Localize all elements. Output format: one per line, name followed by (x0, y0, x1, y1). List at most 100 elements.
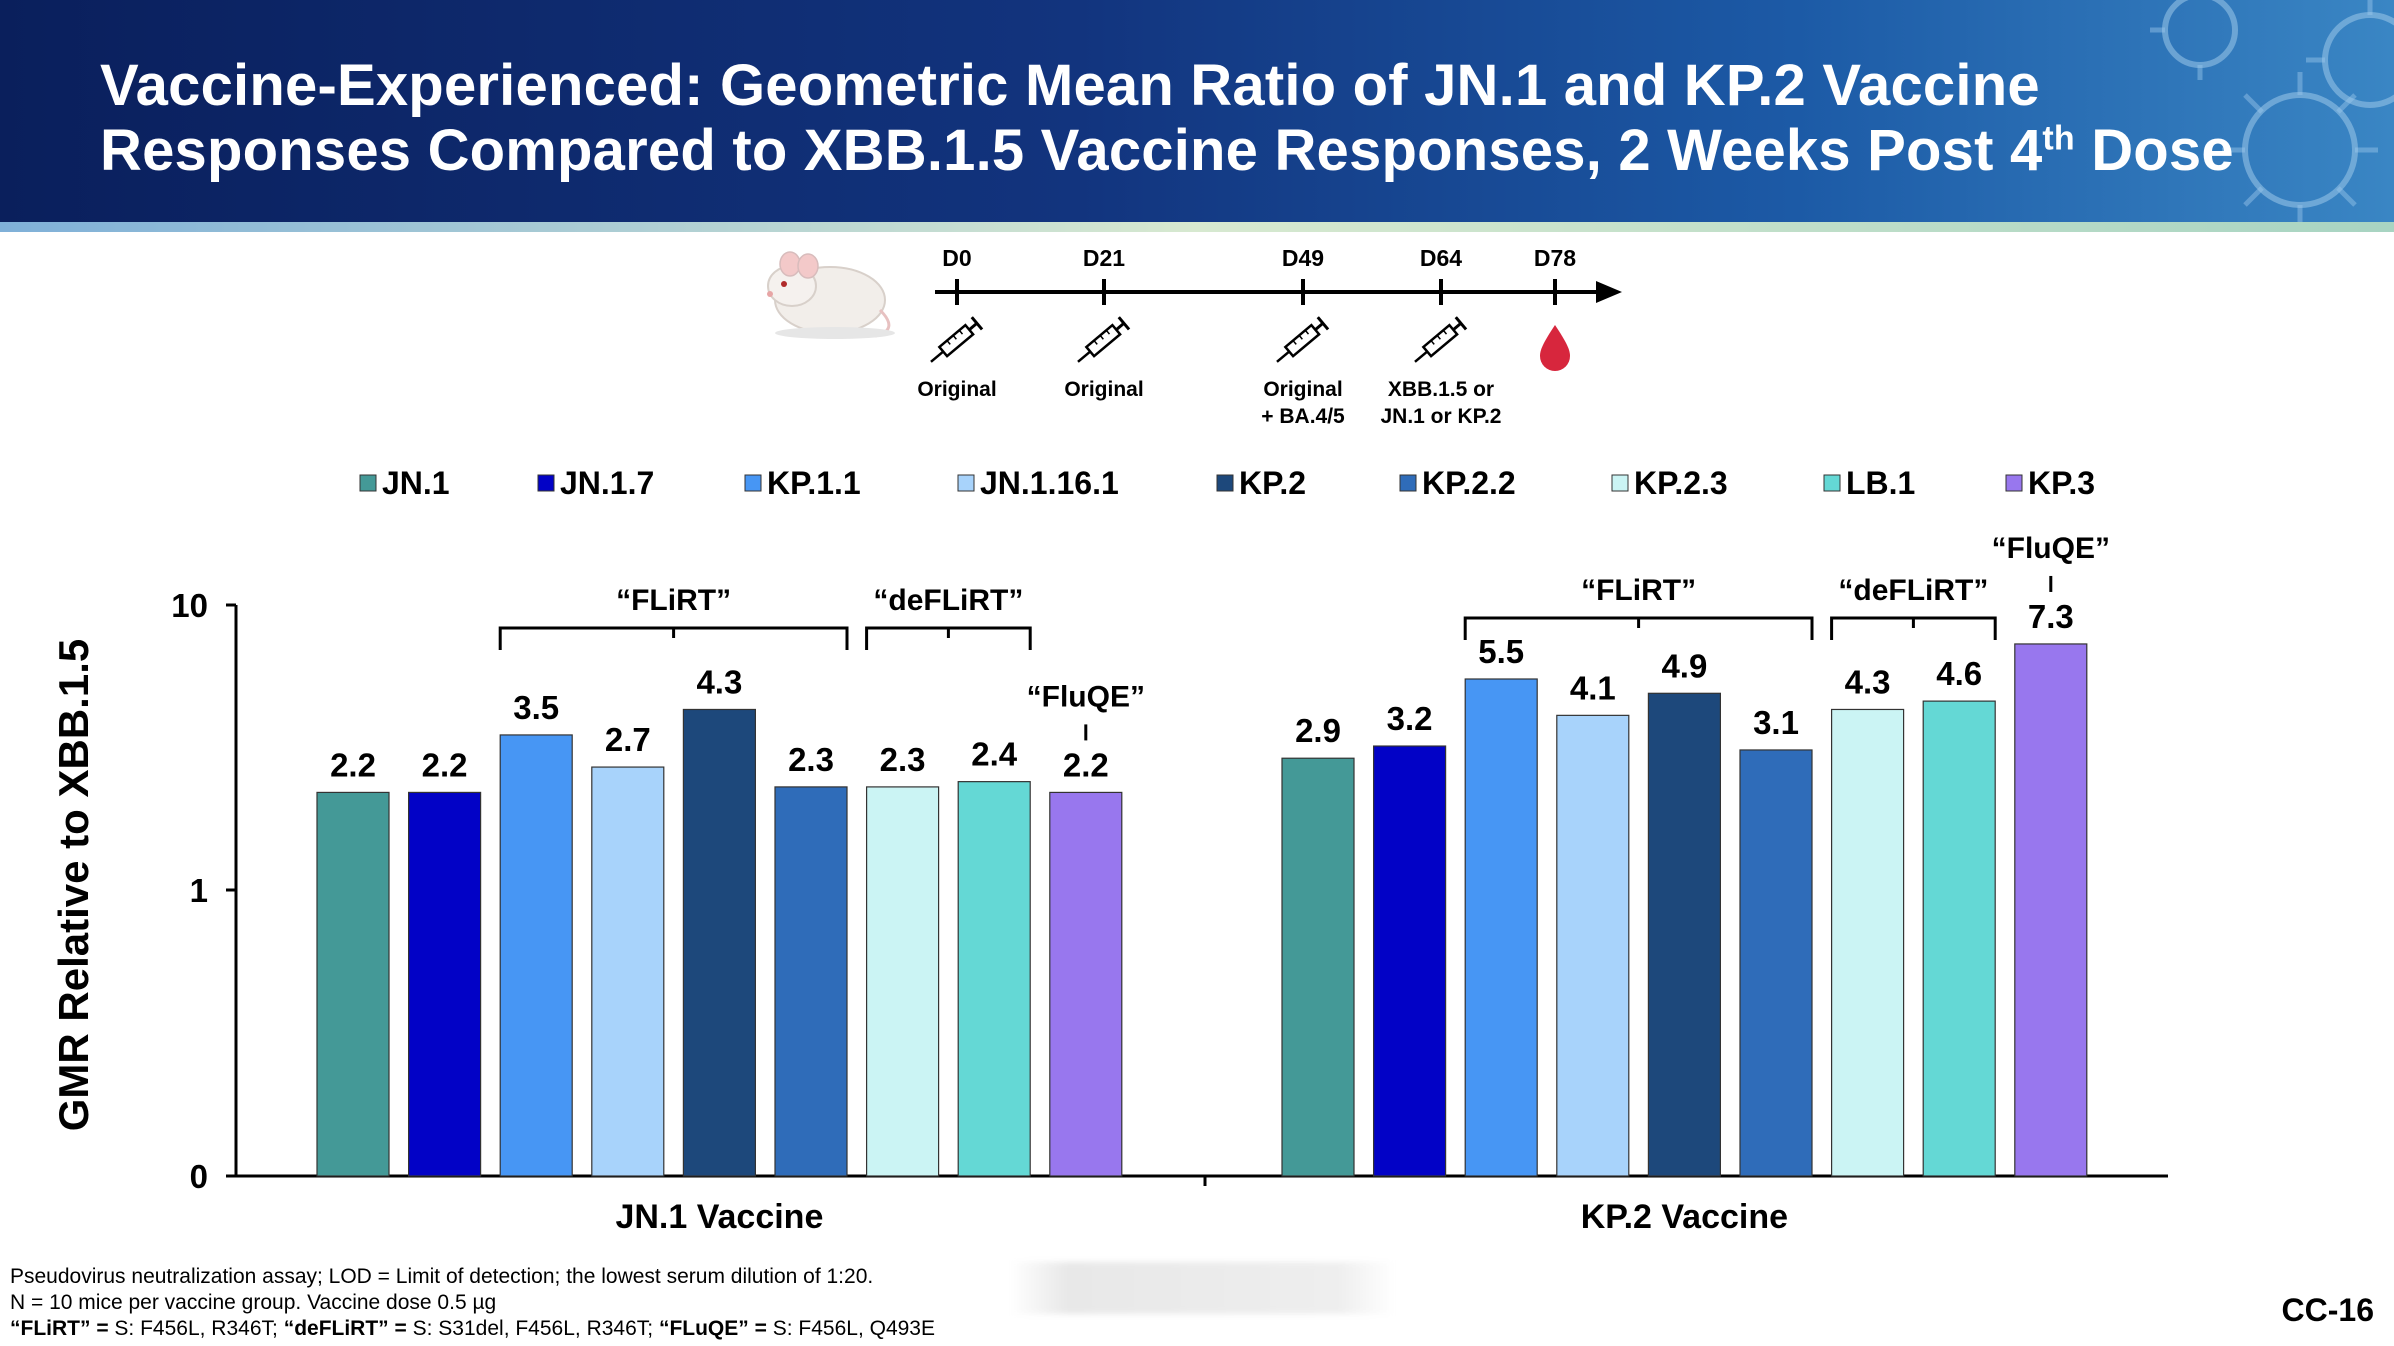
bar-value-label: 3.5 (513, 689, 559, 726)
bar (865, 786, 940, 1177)
title-superscript: th (2042, 119, 2075, 158)
bar-value-label: 2.7 (605, 721, 651, 758)
bar (957, 781, 1031, 1177)
syringe-icon (930, 316, 984, 363)
timeline-day-label: D78 (1534, 245, 1576, 271)
legend-label: JN.1.7 (560, 465, 654, 501)
bar (1556, 714, 1630, 1177)
syringe-icon (1414, 316, 1468, 363)
footnote-line-2: N = 10 mice per vaccine group. Vaccine d… (10, 1291, 497, 1314)
bar (1922, 700, 1996, 1177)
footnote-line-1: Pseudovirus neutralization assay; LOD = … (10, 1265, 874, 1288)
legend-swatch (957, 474, 975, 492)
bar (408, 791, 482, 1177)
bar (1372, 745, 1447, 1177)
x-axis-group-label: KP.2 Vaccine (1581, 1198, 1788, 1236)
slide-title-line-2: Responses Compared to XBB.1.5 Vaccine Re… (100, 117, 2234, 184)
bar (1281, 757, 1355, 1177)
title-text: Responses Compared to XBB.1.5 Vaccine Re… (100, 118, 2043, 183)
timeline-dose-label: JN.1 or KP.2 (1380, 405, 1501, 428)
legend-label: KP.2.3 (1634, 465, 1728, 501)
redacted-area (1010, 1262, 1395, 1314)
legend-swatch (537, 474, 555, 492)
bar (1049, 791, 1123, 1177)
y-axis-tick-label: 0 (190, 1158, 208, 1195)
bar (1464, 678, 1538, 1177)
bar-value-label: 4.9 (1661, 647, 1707, 684)
x-axis-group-label: JN.1 Vaccine (615, 1198, 823, 1236)
annotation-label: “FLiRT” (1581, 574, 1696, 607)
timeline-dose-label: Original (917, 378, 996, 401)
syringe-icon (1077, 316, 1131, 363)
legend-swatch (744, 474, 762, 492)
annotation-label: “deFLiRT” (873, 584, 1023, 617)
footnote-text: S: S31del, F456L, R346T; (412, 1317, 659, 1340)
title-banner: Vaccine-Experienced: Geometric Mean Rati… (0, 0, 2394, 222)
header-accent-stripe (0, 222, 2394, 232)
bar (499, 734, 573, 1177)
footnote-label: “FLuQE” = (658, 1317, 773, 1340)
bar (1647, 692, 1722, 1177)
blood-drop-icon (1540, 325, 1570, 371)
footnote-label: “deFLiRT” = (283, 1317, 413, 1340)
timeline-day-label: D64 (1420, 245, 1462, 271)
legend-swatch (1216, 474, 1234, 492)
bar-value-label: 3.2 (1387, 700, 1433, 737)
bar (316, 791, 390, 1177)
bar-value-label: 4.6 (1936, 655, 1982, 692)
bar-value-label: 4.1 (1570, 669, 1616, 706)
y-axis-tick-label: 10 (171, 587, 208, 624)
legend-label: KP.2.2 (1422, 465, 1516, 501)
bar (1830, 708, 1905, 1177)
timeline-day-label: D0 (942, 245, 971, 271)
bar-value-label: 2.2 (330, 746, 376, 783)
annotation-label: “FluQE” (1027, 680, 1145, 713)
bar (2014, 643, 2088, 1177)
y-axis-tick-label: 1 (190, 872, 208, 909)
legend-label: LB.1 (1846, 465, 1915, 501)
timeline-day-label: D49 (1282, 245, 1324, 271)
bar-value-label: 4.3 (1845, 663, 1891, 700)
legend-swatch (1823, 474, 1841, 492)
legend-swatch (1399, 474, 1417, 492)
bar-value-label: 3.1 (1753, 704, 1799, 741)
title-text-end: Dose (2074, 118, 2234, 183)
slide-number: CC-16 (2281, 1292, 2374, 1328)
footnote-text: S: F456L, Q493E (772, 1317, 935, 1340)
legend-swatch (1611, 474, 1629, 492)
timeline-day-label: D21 (1083, 245, 1125, 271)
mouse-icon (767, 251, 895, 339)
annotation-label: “deFLiRT” (1838, 574, 1988, 607)
slide-title-line-1: Vaccine-Experienced: Geometric Mean Rati… (100, 53, 2040, 118)
legend-label: JN.1.16.1 (980, 465, 1119, 501)
bar-value-label: 5.5 (1478, 633, 1524, 670)
virus-decoration (2150, 0, 2394, 222)
bar-value-label: 2.9 (1295, 712, 1341, 749)
bar (774, 786, 848, 1177)
y-axis-title: GMR Relative to XBB.1.5 (50, 639, 97, 1131)
timeline-dose-label: Original (1064, 378, 1143, 401)
legend-label: JN.1 (382, 465, 450, 501)
bar-value-label: 2.2 (1063, 746, 1109, 783)
bar-value-label: 2.3 (788, 741, 834, 778)
legend-swatch (359, 474, 377, 492)
timeline-dose-label: Original (1263, 378, 1342, 401)
syringe-icon (1276, 316, 1330, 363)
annotation-label: “FLiRT” (616, 584, 731, 617)
annotation-label: “FluQE” (1992, 532, 2110, 565)
bar-value-label: 2.2 (422, 746, 468, 783)
bar-value-label: 2.3 (880, 741, 926, 778)
footnote-text: S: F456L, R346T; (114, 1317, 284, 1340)
legend-swatch (2005, 474, 2023, 492)
timeline-arrow-icon (1596, 281, 1622, 303)
legend-label: KP.3 (2028, 465, 2095, 501)
bar-value-label: 4.3 (696, 663, 742, 700)
legend-label: KP.2 (1239, 465, 1306, 501)
timeline-dose-label: + BA.4/5 (1261, 405, 1345, 428)
bar (591, 766, 665, 1177)
footnotes: Pseudovirus neutralization assay; LOD = … (10, 1264, 935, 1342)
bar-value-label: 2.4 (971, 736, 1018, 773)
bar (682, 708, 757, 1177)
footnote-label: “FLiRT” = (10, 1317, 115, 1340)
